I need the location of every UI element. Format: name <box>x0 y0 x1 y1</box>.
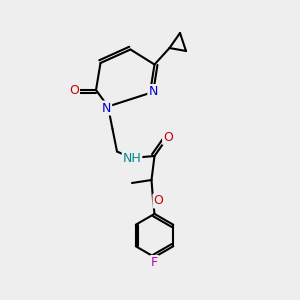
Text: F: F <box>151 256 158 269</box>
Text: N: N <box>102 101 111 115</box>
Text: O: O <box>69 83 79 97</box>
Text: O: O <box>154 194 163 208</box>
Text: N: N <box>148 85 158 98</box>
Text: O: O <box>163 131 173 144</box>
Text: NH: NH <box>123 152 141 166</box>
